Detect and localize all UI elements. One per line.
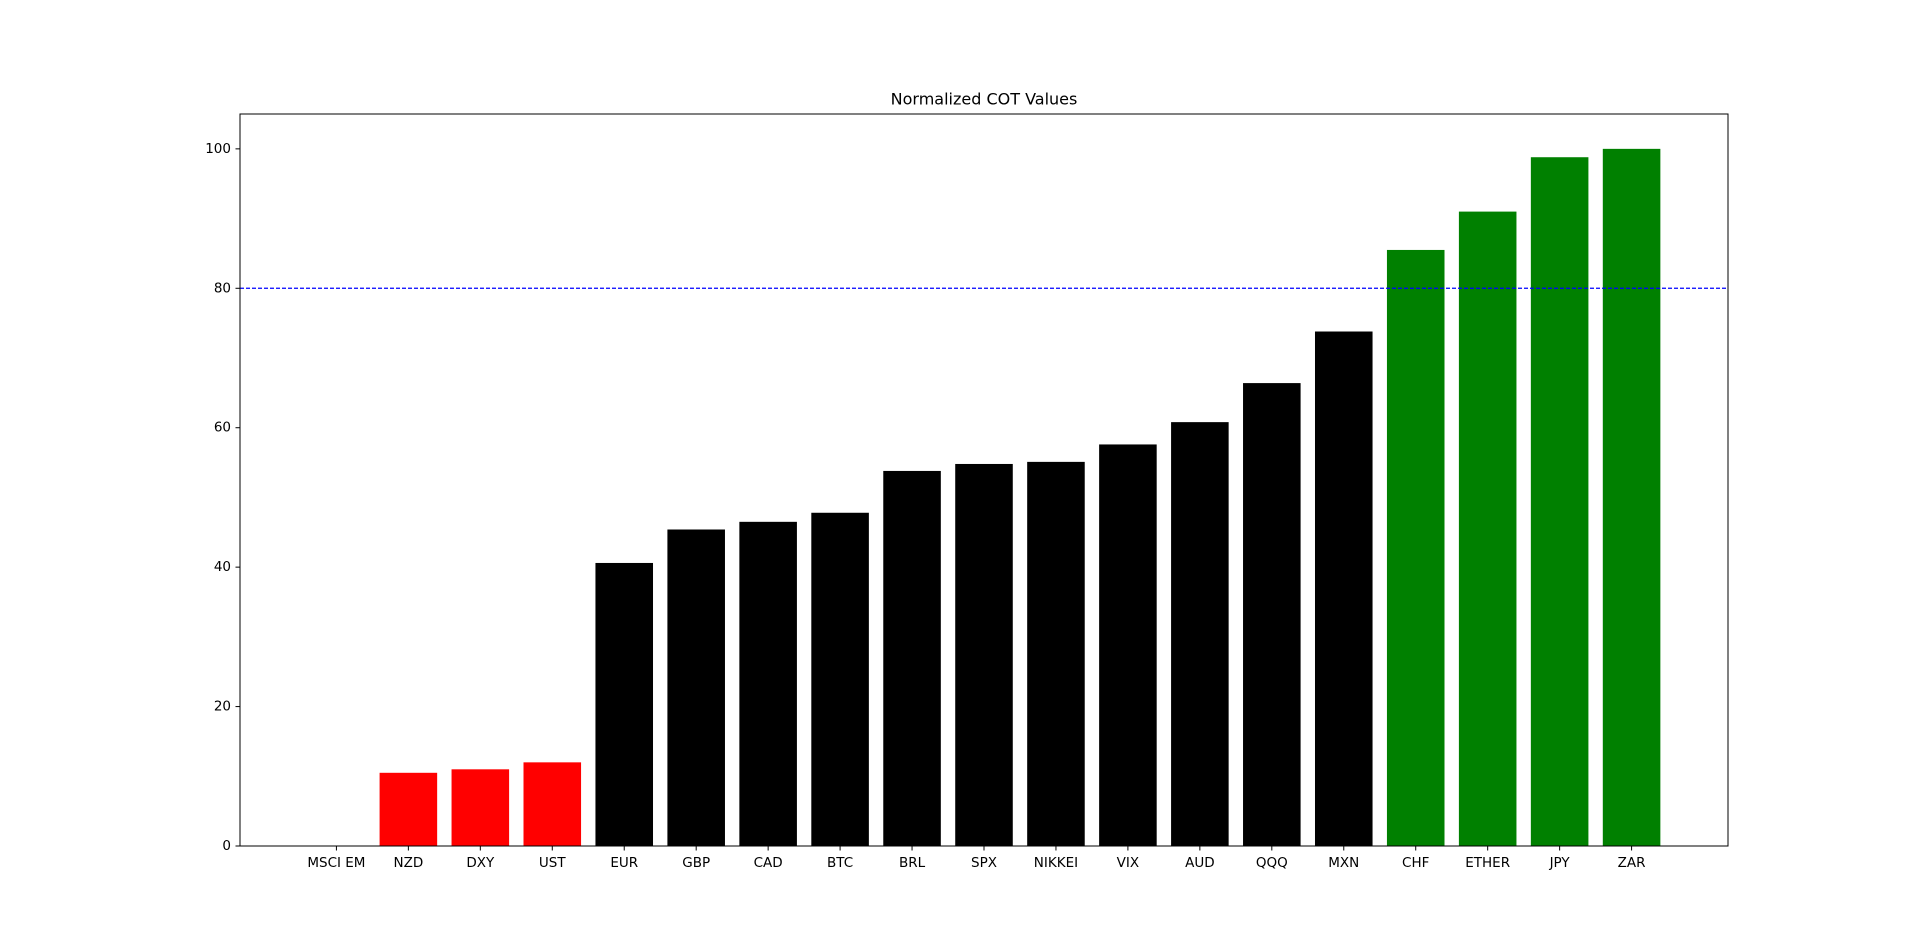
x-tick-label: ZAR <box>1618 855 1646 871</box>
x-tick-label: CHF <box>1402 855 1429 871</box>
bar <box>523 762 582 846</box>
bar <box>379 772 438 846</box>
bar <box>595 562 654 846</box>
bar <box>811 512 869 846</box>
x-tick-label: UST <box>539 855 566 871</box>
bar <box>451 769 510 846</box>
bar <box>1171 422 1229 846</box>
x-tick-label: BRL <box>899 855 926 871</box>
y-tick-label: 60 <box>214 420 231 436</box>
bar <box>1530 157 1589 847</box>
plot-frame <box>239 113 1729 847</box>
bar <box>1027 461 1085 846</box>
bar <box>1099 444 1157 846</box>
x-tick-label: QQQ <box>1256 855 1288 871</box>
bar <box>1458 211 1517 847</box>
x-tick-label: JPY <box>1549 855 1571 871</box>
bar <box>667 529 725 846</box>
x-tick-label: NZD <box>393 855 423 871</box>
x-tick-label: DXY <box>466 855 495 871</box>
x-tick-label: BTC <box>827 855 853 871</box>
bar <box>1602 148 1661 846</box>
y-tick-label: 40 <box>214 559 231 575</box>
bar <box>1243 383 1301 846</box>
bar <box>1386 249 1445 846</box>
x-tick-label: VIX <box>1117 855 1139 871</box>
x-tick-label: GBP <box>682 855 710 871</box>
bar <box>1314 331 1373 847</box>
y-tick-label: 0 <box>222 838 231 854</box>
bar <box>739 521 797 846</box>
chart-title: Normalized COT Values <box>891 90 1078 109</box>
y-tick-label: 20 <box>214 699 231 715</box>
x-tick-label: NIKKEI <box>1034 855 1078 871</box>
x-tick-label: AUD <box>1185 855 1215 871</box>
x-tick-label: MSCI EM <box>307 855 365 871</box>
y-tick-label: 100 <box>205 141 231 157</box>
y-tick-label: 80 <box>214 280 231 296</box>
x-tick-label: MXN <box>1328 855 1359 871</box>
bar <box>955 463 1013 846</box>
x-tick-label: ETHER <box>1465 855 1510 871</box>
bar <box>883 470 941 846</box>
x-tick-label: SPX <box>971 855 997 871</box>
x-tick-label: CAD <box>754 855 783 871</box>
x-tick-label: EUR <box>610 855 638 871</box>
